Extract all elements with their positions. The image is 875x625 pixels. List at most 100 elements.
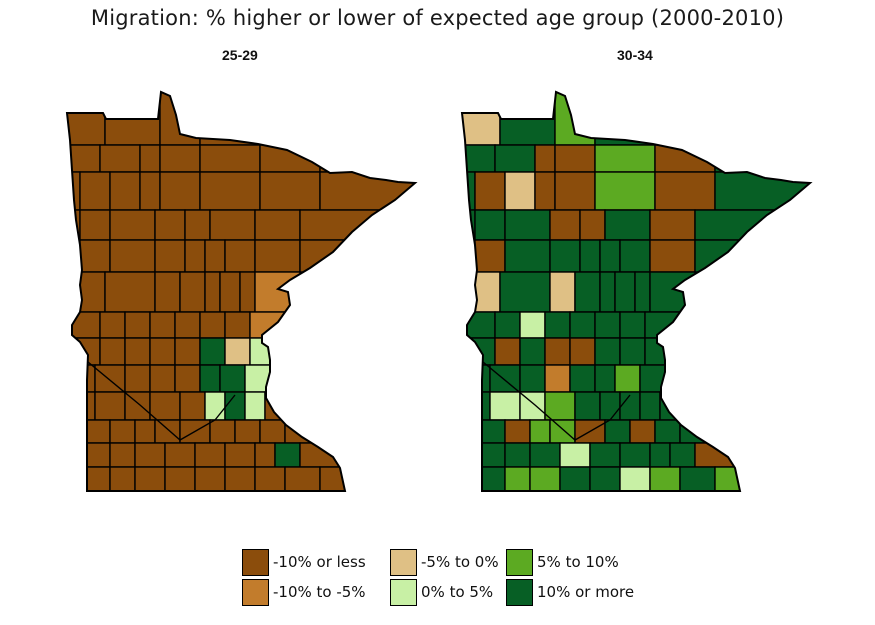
legend-swatch	[242, 548, 269, 576]
legend-label: -10% or less	[273, 553, 366, 571]
county-30-34-11	[654, 144, 716, 173]
county-25-29-8	[139, 144, 161, 173]
county-30-34-32	[549, 239, 581, 273]
county-30-34-55	[494, 337, 521, 366]
county-25-29-5	[319, 92, 415, 146]
maps-canvas	[65, 90, 813, 492]
county-30-34-102	[559, 466, 591, 491]
county-25-29-92	[134, 442, 166, 468]
county-25-29-107	[319, 466, 351, 491]
river-boundary-30-34	[482, 361, 631, 441]
county-25-29-59	[199, 337, 226, 366]
county-30-34-22	[474, 209, 506, 241]
county-30-34-106	[679, 466, 716, 491]
county-30-34-81	[462, 419, 506, 444]
county-25-29-76	[179, 391, 206, 421]
chart-title: Migration: % higher or lower of expected…	[90, 6, 785, 30]
county-30-34-5	[714, 92, 810, 146]
county-30-34-63	[462, 364, 491, 393]
county-30-34-68	[594, 364, 616, 393]
county-25-29-106	[284, 466, 321, 491]
legend: -10% or less -10% to -5% -5% to 0% 0% to…	[242, 548, 662, 608]
legend-swatch	[390, 578, 417, 606]
county-30-34-31	[504, 239, 551, 273]
county-30-34-87	[629, 419, 656, 444]
county-25-29-10	[199, 144, 261, 173]
legend-item-neg10-to-neg5: -10% to -5%	[242, 578, 366, 606]
county-30-34-75	[544, 391, 576, 421]
county-30-34-51	[594, 311, 621, 339]
county-30-34-29	[462, 239, 476, 273]
county-25-29-91	[109, 442, 136, 468]
county-25-29-3	[199, 92, 261, 146]
county-30-34-52	[619, 311, 646, 339]
county-25-29-4	[259, 92, 321, 146]
legend-item-5-to-10: 5% to 10%	[506, 548, 619, 576]
county-30-34-4	[654, 92, 716, 146]
county-30-34-105	[649, 466, 681, 491]
county-25-29-52	[224, 311, 251, 339]
county-25-29-18	[199, 171, 261, 211]
map-25-29	[65, 90, 418, 492]
state-outline-30-34	[460, 90, 813, 492]
county-25-29-39	[104, 271, 156, 313]
county-25-29-40	[154, 271, 181, 313]
county-30-34-36	[649, 239, 696, 273]
county-30-34-47	[494, 311, 521, 339]
county-25-29-6	[67, 144, 101, 173]
county-25-29-60	[224, 337, 251, 366]
county-30-34-73	[489, 391, 521, 421]
county-30-34-24	[549, 209, 581, 241]
county-30-34-40	[549, 271, 576, 313]
county-30-34-92	[529, 442, 561, 468]
county-25-29-24	[154, 209, 186, 241]
county-30-34-6	[462, 144, 496, 173]
county-25-29-11	[259, 144, 321, 173]
county-25-29-64	[94, 364, 126, 393]
county-30-34-86	[604, 419, 631, 444]
county-30-34-84	[549, 419, 576, 444]
county-25-29-104	[224, 466, 256, 491]
county-25-29-31	[109, 239, 156, 273]
county-30-34-48	[519, 311, 546, 339]
county-25-29-81	[67, 419, 111, 444]
county-30-34-23	[504, 209, 551, 241]
county-30-34-72	[462, 391, 491, 421]
county-30-34-8	[534, 144, 556, 173]
county-25-29-26	[209, 209, 256, 241]
county-30-34-16	[534, 171, 556, 211]
county-25-29-99	[67, 466, 111, 491]
county-30-34-33	[579, 239, 601, 273]
county-25-29-82	[109, 419, 136, 444]
county-30-34-26	[604, 209, 651, 241]
legend-label: 5% to 10%	[537, 553, 619, 571]
county-25-29-47	[99, 311, 126, 339]
county-30-34-18	[594, 171, 656, 211]
county-25-29-68	[199, 364, 221, 393]
legend-item-10-or-more: 10% or more	[506, 578, 634, 606]
county-30-34-17	[554, 171, 596, 211]
county-25-29-88	[259, 419, 286, 444]
legend-label: -5% to 0%	[421, 553, 499, 571]
legend-swatch	[506, 548, 533, 576]
county-30-34-7	[494, 144, 536, 173]
county-30-34-19	[654, 171, 716, 211]
county-30-34-99	[462, 466, 506, 491]
county-25-29-102	[164, 466, 196, 491]
legend-swatch	[390, 548, 417, 576]
county-25-29-79	[244, 391, 266, 421]
county-30-34-100	[504, 466, 531, 491]
county-25-29-33	[184, 239, 206, 273]
county-25-29-22	[79, 209, 111, 241]
county-30-34-27	[649, 209, 696, 241]
county-30-34-65	[519, 364, 546, 393]
legend-item-0-to-5: 0% to 5%	[390, 578, 493, 606]
county-30-34-37	[694, 239, 810, 273]
county-25-29-12	[319, 144, 415, 173]
county-30-34-93	[559, 442, 591, 468]
county-30-34-38	[462, 271, 501, 313]
county-25-29-55	[99, 337, 126, 366]
county-30-34-35	[619, 239, 651, 273]
county-30-34-66	[544, 364, 571, 393]
county-25-29-19	[259, 171, 321, 211]
